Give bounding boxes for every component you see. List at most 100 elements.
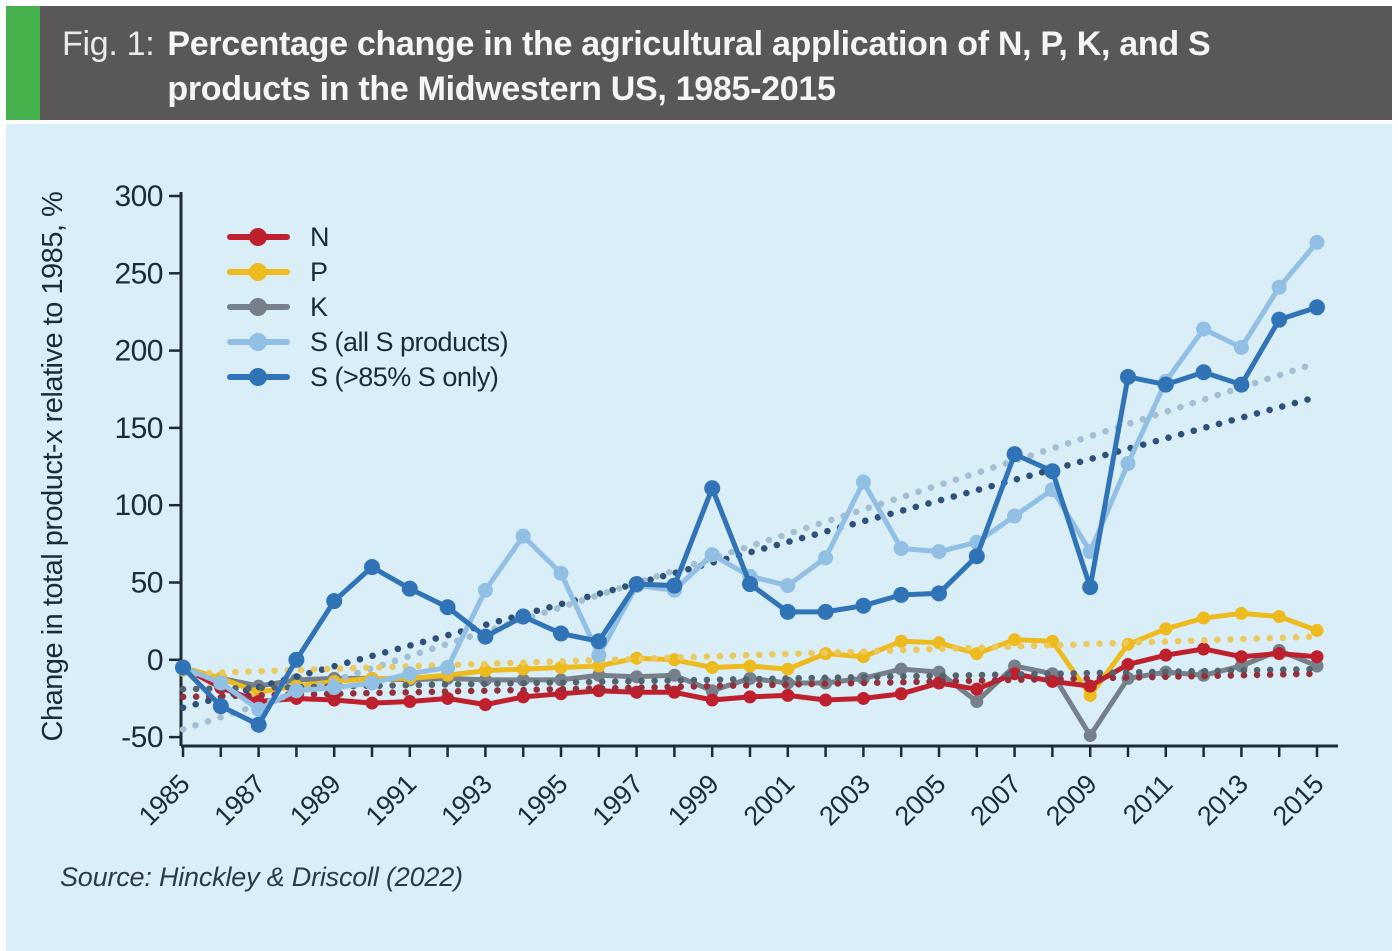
series-point-S85 — [1082, 579, 1099, 596]
series-point-P — [743, 659, 757, 673]
line-chart: Change in total product-x relative to 19… — [37, 180, 1338, 831]
series-point-S_all — [1233, 340, 1249, 356]
series-point-S85 — [704, 480, 721, 497]
series-point-S_all — [931, 544, 947, 560]
series-point-S_all — [553, 565, 569, 581]
series-point-P — [1197, 611, 1211, 625]
series-point-S_all — [326, 680, 342, 696]
series-point-S_all — [893, 540, 909, 556]
legend-label-S85: S (>85% S only) — [310, 362, 498, 392]
x-tick-label: 2009 — [1040, 769, 1102, 831]
series-point-S85 — [439, 599, 456, 616]
series-point-N — [365, 696, 379, 710]
y-tick-label: 300 — [114, 180, 163, 213]
series-point-S_all — [251, 701, 267, 717]
legend-marker-dot-S_all — [249, 333, 267, 351]
series-point-S85 — [855, 597, 872, 614]
figure-label: Fig. 1: — [62, 25, 155, 63]
series-point-S85 — [893, 586, 910, 603]
series-point-S85 — [401, 580, 418, 597]
series-point-S85 — [968, 548, 985, 565]
series-point-S85 — [779, 603, 796, 620]
series-point-P — [554, 661, 568, 675]
series-point-P — [856, 650, 870, 664]
figure-title-line2: products in the Midwestern US, 1985-2015 — [167, 69, 836, 108]
y-tick-label: 200 — [114, 335, 163, 368]
figure-title: Fig. 1: Percentage change in the agricul… — [40, 6, 1211, 112]
x-tick-label: 1987 — [209, 769, 271, 831]
legend-label-K: K — [310, 292, 328, 322]
legend-marker-dot-S85 — [249, 368, 267, 386]
x-tick-label: 1995 — [511, 769, 573, 831]
series-point-S85 — [1044, 463, 1061, 480]
trend-line-P_trend — [179, 633, 1321, 677]
series-point-S_all — [440, 660, 456, 676]
series-point-S85 — [590, 633, 607, 650]
series-point-S_all — [704, 547, 720, 563]
series-point-S85 — [1233, 376, 1250, 393]
figure-title-line1: Percentage change in the agricultural ap… — [167, 25, 1211, 63]
series-point-S_all — [213, 675, 229, 691]
series-point-P — [705, 661, 719, 675]
series-point-N — [1008, 667, 1022, 681]
series-point-N — [667, 685, 681, 699]
legend-marker-dot-N — [249, 228, 267, 246]
series-point-P — [781, 662, 795, 676]
series-point-N — [1159, 648, 1173, 662]
series-point-K — [667, 668, 681, 682]
series-point-S85 — [250, 716, 267, 733]
trend-line-N_trend — [179, 670, 1321, 701]
legend-marker-dot-K — [249, 298, 267, 316]
series-point-S85 — [742, 576, 758, 593]
series-point-S85 — [212, 698, 229, 715]
trend-line-K_trend — [179, 665, 1321, 693]
series-point-S_all — [364, 675, 380, 691]
x-tick-label: 1985 — [133, 769, 195, 831]
x-tick-label: 2005 — [889, 769, 951, 831]
x-tick-label: 2015 — [1267, 769, 1329, 831]
series-point-S_all — [402, 666, 418, 682]
series-point-P — [1008, 633, 1022, 647]
series-point-S85 — [1271, 311, 1288, 328]
series-point-N — [743, 690, 757, 704]
x-tick-label: 1999 — [662, 769, 724, 831]
series-point-S85 — [628, 576, 645, 593]
series-point-P — [894, 634, 908, 648]
x-tick-label: 1993 — [435, 769, 497, 831]
series-point-S_all — [1271, 279, 1287, 295]
series-point-S_all — [1120, 455, 1136, 471]
series-point-S_all — [591, 647, 607, 663]
series-point-P — [1159, 622, 1173, 636]
trend-line-S85_trend — [179, 393, 1321, 711]
y-tick-label: 250 — [114, 257, 163, 290]
series-point-S85 — [515, 608, 532, 625]
x-tick-label: 2013 — [1191, 769, 1253, 831]
series-point-S85 — [1006, 446, 1023, 463]
series-point-K — [970, 695, 984, 709]
series-point-S85 — [553, 625, 569, 642]
x-tick-label: 2011 — [1117, 769, 1178, 830]
series-point-P — [1083, 688, 1097, 702]
x-tick-label: 1991 — [360, 769, 422, 831]
series-point-N — [1272, 647, 1286, 661]
series-point-N — [894, 687, 908, 701]
series-point-S85 — [1157, 376, 1174, 393]
y-axis-title: Change in total product-x relative to 19… — [37, 192, 69, 742]
series-point-S_all — [515, 528, 531, 544]
series-point-S_all — [780, 578, 796, 594]
series-point-S_all — [1196, 321, 1212, 337]
series-point-S85 — [1195, 364, 1212, 381]
header-bar: Fig. 1: Percentage change in the agricul… — [40, 6, 1392, 120]
x-tick-label: 1989 — [284, 769, 346, 831]
series-point-N — [1234, 650, 1248, 664]
series-point-P — [516, 662, 530, 676]
series-point-N — [970, 682, 984, 696]
series-point-P — [1310, 623, 1324, 637]
series-point-S_all — [477, 582, 493, 598]
series-point-N — [327, 693, 341, 707]
chart-panel: Change in total product-x relative to 19… — [6, 124, 1392, 951]
series-point-N — [403, 695, 417, 709]
series-point-S85 — [1309, 299, 1325, 316]
legend-marker-dot-P — [249, 263, 267, 281]
series-point-S85 — [326, 593, 343, 610]
